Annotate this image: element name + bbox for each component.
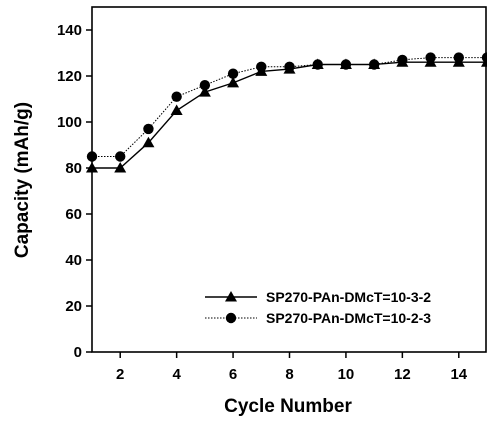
y-axis-title: Capacity (mAh/g) bbox=[12, 102, 33, 258]
x-tick-label: 8 bbox=[285, 366, 293, 383]
x-axis-ticks: 2 4 6 8 10 12 14 bbox=[116, 352, 468, 383]
data-point bbox=[256, 61, 267, 72]
series-1 bbox=[86, 56, 487, 173]
x-tick-label: 2 bbox=[116, 366, 124, 383]
x-tick-label: 14 bbox=[450, 366, 467, 383]
legend-label: SP270-PAn-DMcT=10-3-2 bbox=[266, 289, 431, 305]
y-tick-label: 40 bbox=[65, 252, 82, 269]
y-axis-ticks: 0 20 40 60 80 100 120 140 bbox=[57, 22, 92, 361]
series-layer bbox=[86, 52, 487, 173]
y-tick-label: 120 bbox=[57, 68, 82, 85]
legend-marker bbox=[225, 291, 237, 302]
data-point bbox=[170, 104, 183, 115]
data-point bbox=[227, 68, 239, 79]
legend-marker bbox=[225, 312, 237, 324]
data-point bbox=[284, 61, 295, 72]
x-axis-title: Cycle Number bbox=[224, 396, 352, 417]
data-point bbox=[143, 123, 154, 135]
data-point bbox=[227, 76, 240, 88]
y-tick-label: 140 bbox=[57, 22, 82, 39]
data-point bbox=[114, 162, 127, 173]
y-tick-label: 0 bbox=[74, 344, 82, 361]
x-tick-label: 10 bbox=[338, 366, 355, 383]
data-point bbox=[198, 86, 211, 97]
data-point bbox=[86, 151, 98, 162]
data-point bbox=[199, 80, 211, 91]
data-point bbox=[86, 162, 98, 173]
y-tick-label: 60 bbox=[65, 206, 82, 223]
data-point bbox=[397, 54, 408, 66]
x-tick-label: 6 bbox=[229, 366, 237, 383]
y-tick-label: 100 bbox=[57, 114, 82, 131]
legend: SP270-PAn-DMcT=10-3-2 SP270-PAn-DMcT=10-2… bbox=[205, 289, 431, 326]
series-line bbox=[92, 61, 487, 169]
data-point bbox=[481, 52, 487, 63]
data-point bbox=[368, 59, 380, 70]
data-point bbox=[115, 151, 126, 162]
x-tick-label: 12 bbox=[394, 366, 411, 383]
x-tick-label: 4 bbox=[172, 366, 181, 383]
data-point bbox=[142, 136, 155, 148]
data-point bbox=[171, 91, 182, 102]
series-2 bbox=[86, 52, 487, 162]
data-point bbox=[312, 59, 323, 70]
data-point bbox=[340, 59, 352, 70]
legend-label: SP270-PAn-DMcT=10-2-3 bbox=[266, 310, 431, 326]
y-tick-label: 20 bbox=[65, 298, 82, 315]
data-point bbox=[453, 52, 464, 63]
data-point bbox=[425, 52, 436, 63]
y-tick-label: 80 bbox=[65, 160, 82, 177]
